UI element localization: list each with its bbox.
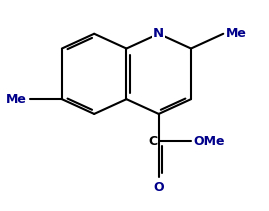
- Text: Me: Me: [6, 93, 27, 106]
- Text: Me: Me: [226, 27, 247, 40]
- Text: N: N: [153, 27, 164, 40]
- Text: C: C: [148, 135, 157, 148]
- Text: O: O: [153, 181, 164, 195]
- Text: OMe: OMe: [194, 135, 225, 148]
